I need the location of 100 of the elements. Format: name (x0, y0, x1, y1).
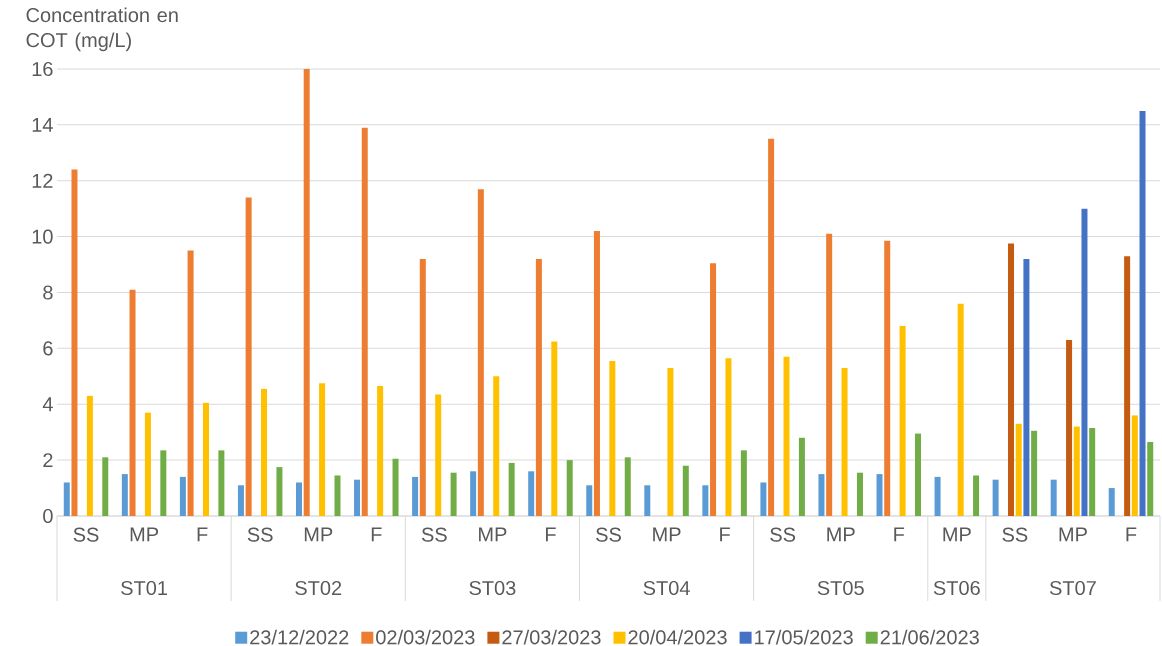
y-tick-label: 2 (43, 453, 53, 468)
bar (412, 476, 419, 516)
bar (624, 457, 631, 516)
bar (884, 240, 891, 516)
bar (1066, 339, 1073, 516)
x-tick-label: F (371, 527, 382, 542)
bar (1015, 423, 1022, 516)
x-tick-label: SS (1002, 527, 1028, 542)
bar (276, 467, 283, 516)
bar (740, 450, 747, 516)
text: ST04 (643, 580, 690, 596)
bar (841, 367, 848, 516)
bar (295, 482, 302, 516)
bar (450, 472, 457, 516)
x-tick-label: MP (653, 527, 681, 542)
bar (319, 383, 326, 516)
bar (392, 458, 399, 516)
x-tick-label: F (1126, 527, 1137, 542)
bar (435, 394, 442, 516)
bar (760, 482, 767, 516)
x-tick-label: F (545, 527, 556, 542)
x-tick-label: SS (596, 527, 621, 542)
bar (644, 485, 651, 516)
x-tick-label: MP (827, 527, 855, 542)
bar (245, 197, 252, 516)
y-tick-label: 6 (43, 341, 53, 356)
x-tick-label: SS (247, 527, 273, 542)
text: ST01 (121, 580, 168, 596)
bar (682, 465, 689, 516)
bar (1124, 256, 1131, 516)
bar (798, 437, 805, 516)
bar (1023, 258, 1030, 516)
bar (261, 388, 268, 516)
bar (121, 474, 128, 516)
text: ST06 (933, 580, 980, 596)
x-tick-label: MP (943, 527, 971, 542)
bar (361, 127, 368, 516)
bar (609, 360, 616, 516)
bar (1073, 426, 1080, 516)
bar (818, 474, 825, 516)
bar (702, 485, 709, 516)
bar (725, 358, 732, 516)
bar (202, 402, 209, 516)
x-tick-label: MP (1059, 527, 1087, 542)
y-tick-label: 12 (32, 173, 53, 188)
bar (493, 376, 500, 516)
bar (86, 395, 93, 516)
bar (1108, 488, 1115, 516)
legend-label: 23/12/2022 (250, 629, 349, 645)
bar (1139, 110, 1146, 516)
bar (1131, 415, 1138, 516)
bar (535, 258, 542, 516)
text: ST05 (817, 580, 864, 596)
x-tick-label: F (894, 527, 905, 542)
bar (856, 472, 863, 516)
bar (899, 326, 906, 516)
bar (528, 471, 535, 516)
x-tick-label: F (197, 527, 208, 542)
bar (915, 433, 922, 516)
bar (1089, 428, 1096, 516)
bar (710, 263, 717, 516)
y-tick-label: 4 (42, 397, 53, 412)
legend-label: 27/03/2023 (502, 629, 601, 645)
text: ST07 (1049, 580, 1096, 596)
bar (419, 258, 426, 516)
bar (334, 475, 341, 516)
y-tick-label: 0 (43, 508, 53, 524)
bar (1031, 430, 1038, 516)
text: ST03 (469, 580, 516, 596)
bar (586, 485, 593, 516)
bar (783, 356, 790, 516)
bar (71, 169, 78, 516)
x-tick-label: SS (73, 527, 99, 542)
bar (1008, 243, 1015, 516)
bar (63, 482, 70, 516)
bar (377, 386, 384, 516)
bar (973, 475, 980, 516)
bar (934, 476, 941, 516)
bar (768, 138, 775, 516)
bar (551, 341, 558, 516)
bar (179, 476, 186, 516)
legend-label: 02/03/2023 (376, 629, 475, 645)
y-axis-title: Concentration en COT (mg/L) (26, 7, 178, 52)
x-tick-label: MP (479, 527, 507, 542)
y-tick-label: 16 (32, 61, 53, 77)
bar (1147, 441, 1154, 516)
bar (470, 471, 477, 516)
y-tick-label: 10 (32, 229, 53, 244)
bar (593, 231, 600, 516)
x-tick-label: MP (130, 527, 159, 542)
bar (354, 479, 361, 516)
bar (218, 450, 225, 516)
bar (129, 289, 136, 516)
bar (144, 412, 151, 516)
text: ST02 (295, 580, 342, 596)
bar (876, 474, 883, 516)
x-tick-label: SS (421, 527, 447, 542)
bar (508, 462, 515, 516)
bar (1050, 479, 1057, 516)
bar (667, 367, 674, 516)
